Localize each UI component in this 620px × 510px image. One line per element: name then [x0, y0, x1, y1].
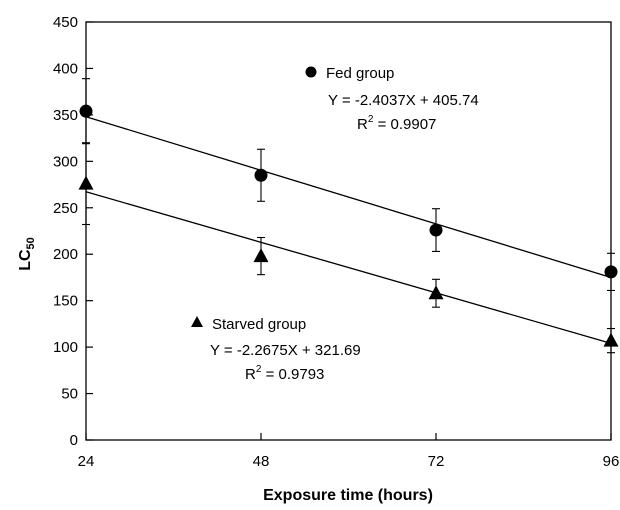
y-tick-label: 400	[53, 60, 78, 77]
fed-r2-exponent: 2	[368, 114, 374, 125]
y-tick-label: 0	[70, 432, 78, 449]
y-tick-label: 100	[53, 339, 78, 356]
fed-fit-line	[85, 116, 612, 279]
y-tick-label: 300	[53, 153, 78, 170]
x-tick-label: 72	[428, 453, 445, 470]
y-tick-label: 350	[53, 107, 78, 124]
x-tick-label: 48	[253, 453, 270, 470]
fed-fit-r2: R2 = 0.9907	[357, 114, 436, 133]
fed-data-point	[604, 265, 618, 279]
starved-fit-line	[85, 191, 612, 345]
fed-data-point	[254, 168, 268, 182]
starved-fit-equation: Y = -2.2675X + 321.69	[210, 342, 361, 359]
y-axis-title-subscript: 50	[25, 237, 37, 249]
starved-legend-label: Starved group	[212, 316, 306, 333]
y-tick-label: 450	[53, 14, 78, 31]
fed-legend-marker	[305, 66, 317, 78]
y-axis-title: LC50	[17, 237, 37, 271]
fed-series	[79, 78, 618, 291]
x-tick-label: 96	[603, 453, 620, 470]
series-layer	[78, 78, 619, 354]
starved-data-point	[253, 248, 269, 263]
starved-series	[78, 142, 619, 354]
fed-data-point	[429, 223, 443, 237]
starved-r2-exponent: 2	[256, 364, 262, 375]
y-axis-ticks: 0 50 100 150 200 250 300 350 400 450	[53, 14, 93, 449]
y-tick-label: 200	[53, 246, 78, 263]
starved-data-point	[78, 175, 94, 190]
starved-legend-marker	[191, 316, 203, 327]
x-axis-ticks: 24 48 72 96	[78, 433, 620, 470]
starved-r2-value: = 0.9793	[261, 366, 324, 383]
fed-data-point	[79, 104, 93, 118]
fed-legend-label: Fed group	[326, 65, 394, 82]
y-tick-label: 250	[53, 200, 78, 217]
starved-data-point	[603, 332, 619, 347]
fed-r2-value: = 0.9907	[373, 116, 436, 133]
plot-area	[85, 21, 612, 441]
fed-fit-equation: Y = -2.4037X + 405.74	[328, 92, 479, 109]
y-tick-label: 150	[53, 293, 78, 310]
x-axis-title: Exposure time (hours)	[263, 487, 433, 504]
starved-data-point	[428, 285, 444, 300]
starved-fit-r2: R2 = 0.9793	[245, 364, 324, 383]
fed-r2-prefix: R	[357, 116, 368, 133]
y-tick-label: 50	[61, 386, 78, 403]
starved-r2-prefix: R	[245, 366, 256, 383]
y-axis-title-main: LC	[17, 249, 34, 271]
x-tick-label: 24	[78, 453, 95, 470]
